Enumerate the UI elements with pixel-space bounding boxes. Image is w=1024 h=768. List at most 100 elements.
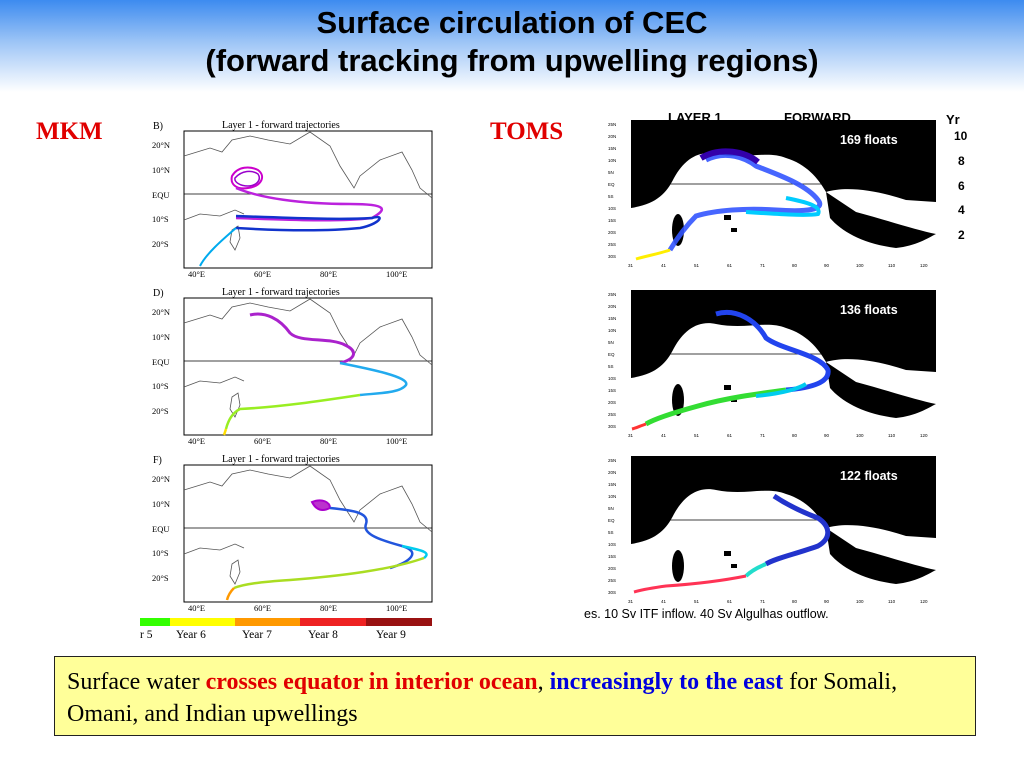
panel-id: F) xyxy=(153,455,162,466)
ytick: 5N xyxy=(608,170,614,175)
xtick: 40°E xyxy=(188,436,205,446)
ocean-east xyxy=(826,189,936,234)
coastline xyxy=(183,298,433,366)
xtick: 41 xyxy=(661,263,667,268)
ytick: EQU xyxy=(152,357,169,367)
toms-yaxis: 25N 20N 15N 10N 5N EQ 5S 10S 15S 20S 25S… xyxy=(608,292,616,429)
coastline-africa xyxy=(183,209,245,221)
xtick: 100°E xyxy=(386,603,407,613)
ytick: 10N xyxy=(608,494,616,499)
xtick: 41 xyxy=(661,599,667,604)
year-swatch xyxy=(235,618,300,626)
year-label: Year 7 xyxy=(242,629,272,641)
ytick: 20°N xyxy=(152,307,170,317)
float-bundle-loop xyxy=(755,382,808,398)
trajectory-west xyxy=(224,393,361,430)
ytick: 10°N xyxy=(152,165,170,175)
trajectory-north xyxy=(249,312,355,365)
xtick: 80°E xyxy=(320,436,337,446)
float-bundle xyxy=(667,152,823,252)
xtick: 31 xyxy=(628,433,634,438)
ytick: 5S xyxy=(608,194,614,199)
ytick: EQ xyxy=(608,352,615,357)
ytick: 25N xyxy=(608,122,616,127)
trajectory-end xyxy=(222,428,228,436)
ytick: 20S xyxy=(608,566,616,571)
xtick: 60°E xyxy=(254,269,271,279)
trajectory-origin xyxy=(310,499,332,511)
ytick: 10S xyxy=(608,542,616,547)
ytick: 10°N xyxy=(152,499,170,509)
ytick: 20°N xyxy=(152,140,170,150)
ocean-east xyxy=(826,525,936,570)
trajectory-end xyxy=(225,587,235,601)
ytick: 15N xyxy=(608,146,616,151)
ytick: EQU xyxy=(152,524,169,534)
float-bundle-loop xyxy=(745,196,821,217)
mkm-panel-d: D) Layer 1 - forward trajectories 20°N 1… xyxy=(140,285,450,447)
colorbar-tick: 2 xyxy=(958,228,965,242)
ytick: 30S xyxy=(608,424,616,429)
xtick: 51 xyxy=(694,263,700,268)
island xyxy=(724,215,731,220)
ytick: 20N xyxy=(608,470,616,475)
year-swatch xyxy=(140,618,170,626)
mkm-xaxis: 40°E 60°E 80°E 100°E xyxy=(188,436,407,446)
island xyxy=(731,564,737,568)
year-swatch xyxy=(366,618,432,626)
float-count: 136 floats xyxy=(840,303,898,317)
xtick: 120 xyxy=(920,263,928,268)
ytick: 15S xyxy=(608,218,616,223)
ocean-area xyxy=(631,153,936,259)
float-bundle-turn xyxy=(744,562,767,578)
colorbar-tick: 8 xyxy=(958,154,965,168)
ytick: 25S xyxy=(608,242,616,247)
ytick: 10S xyxy=(608,376,616,381)
xtick: 90 xyxy=(824,263,830,268)
trajectory-turn xyxy=(401,544,428,559)
ytick: 10°S xyxy=(152,214,169,224)
trajectory-east xyxy=(329,506,414,570)
xtick: 80°E xyxy=(320,269,337,279)
ytick: 20°S xyxy=(152,239,169,249)
island xyxy=(724,385,731,390)
toms-colorbar-unit: Yr xyxy=(946,112,960,126)
mkm-xaxis: 40°E 60°E 80°E 100°E xyxy=(188,269,407,279)
ytick: 5N xyxy=(608,506,614,511)
toms-xaxis: 31 41 51 61 71 80 90 100 110 120 xyxy=(628,263,928,268)
coastline xyxy=(183,465,433,533)
ytick: 20S xyxy=(608,230,616,235)
xtick: 41 xyxy=(661,433,667,438)
ytick: 5N xyxy=(608,340,614,345)
ytick: 15S xyxy=(608,554,616,559)
coastline xyxy=(183,131,433,199)
xtick: 100 xyxy=(856,599,864,604)
toms-caption: es. 10 Sv ITF inflow. 40 Sv Algulhas out… xyxy=(584,607,829,621)
madagascar-outline xyxy=(229,225,241,251)
ytick: 10°S xyxy=(152,548,169,558)
xtick: 31 xyxy=(628,263,634,268)
ytick: 15N xyxy=(608,482,616,487)
float-bundle xyxy=(715,310,831,393)
float-bundle-end xyxy=(635,248,671,261)
toms-xaxis: 31 41 51 61 71 80 90 100 110 120 xyxy=(628,433,928,438)
ytick: 20°S xyxy=(152,573,169,583)
conclusion-text: for Somali, Omani, and Indian upwellings xyxy=(67,669,898,727)
colorbar-ticks: 10 8 6 4 2 xyxy=(954,129,968,242)
mkm-label: MKM xyxy=(36,118,103,145)
xtick: 80°E xyxy=(320,603,337,613)
madagascar xyxy=(672,384,684,416)
trajectory-loop xyxy=(230,166,264,190)
ytick: 25S xyxy=(608,578,616,583)
ytick: 25N xyxy=(608,458,616,463)
xtick: 100 xyxy=(856,433,864,438)
ytick: EQ xyxy=(608,518,615,523)
ytick: 10°S xyxy=(152,381,169,391)
plot-frame xyxy=(183,297,433,436)
mkm-yaxis: 20°N 10°N EQU 10°S 20°S xyxy=(152,140,170,249)
xtick: 100°E xyxy=(386,436,407,446)
panel-id: B) xyxy=(153,121,163,132)
xtick: 120 xyxy=(920,433,928,438)
float-bundle-end xyxy=(631,422,647,431)
toms-panel-1: 169 floats 25N 20N 15N 10N 5N EQ 5S 10S … xyxy=(606,120,936,270)
